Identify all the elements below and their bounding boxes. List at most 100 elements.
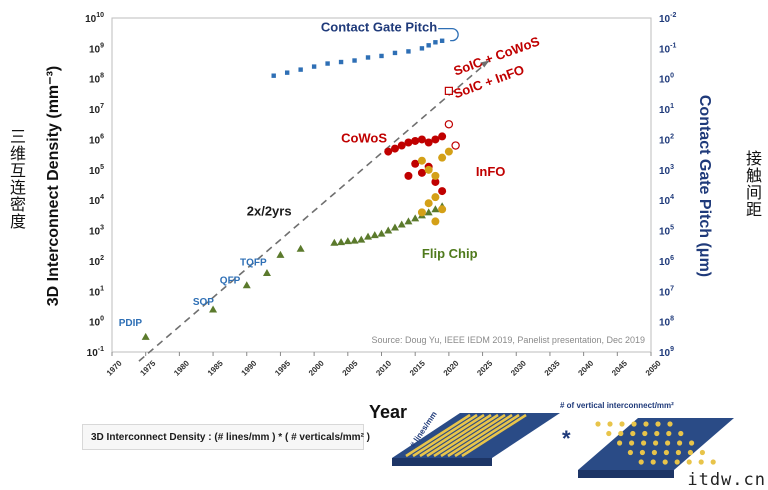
cowos-point [411,159,420,168]
x-tick-label: 2015 [408,358,427,377]
y2-tick-label: 10-1 [659,42,676,55]
cowos-point [431,177,440,186]
cowos-point [397,141,406,150]
contact-gate-pitch-point [426,43,431,48]
pitch-arrow [438,27,459,42]
contact-gate-pitch-point [271,73,276,78]
y-tick-label: 106 [89,133,104,146]
y2-tick-label: 100 [659,73,674,86]
vertical-pad [665,440,671,446]
line-stripe [447,413,513,458]
cowos-point [404,171,413,180]
x-tick-label: 2040 [576,358,595,377]
y2-tick-label: 104 [659,194,674,207]
x-tick-label: 2010 [374,358,393,377]
vertical-pad [663,449,670,456]
line-stripe [405,413,471,458]
info-point [424,165,433,174]
cowos-point [384,147,393,156]
vertical-pad [654,430,660,437]
vertical-pad [619,421,625,427]
flip-chip-point [350,236,359,244]
y-axis-title: 3D Interconnect Density (mm⁻³) [45,66,62,306]
x-tick-label: 1995 [273,358,292,377]
formula-label: 3D Interconnect Density : ( [91,432,218,443]
cowos-point [424,138,433,147]
y2-axis-label-chinese: 接触间距 [743,150,762,218]
flip-chip-point [370,231,379,239]
x-tick-label: 2000 [307,358,326,377]
annotation-label: PDIP [119,318,143,329]
vertical-pad [631,421,637,427]
trend-arrowhead [480,60,490,68]
flip-chip-point [377,229,386,237]
x-tick-label: 1985 [206,358,225,377]
annotation-label: Flip Chip [422,246,478,261]
flip-chip-point [262,269,271,277]
watermark: itdw.cn [687,470,766,490]
annotation-label: 2x/2yrs [247,203,292,218]
line-stripe [412,413,478,458]
vertical-pad [595,421,601,427]
operator-symbol: * [562,426,571,451]
vertical-pad [687,449,694,456]
vertical-pad [699,449,706,456]
info-point [431,193,440,202]
flip-chip-point [337,238,346,246]
flip-chip-point [141,332,150,340]
cowos-point [411,136,420,145]
flip-chip-point [343,237,352,245]
y2-tick-label: 107 [659,285,674,298]
plot-area [111,17,652,353]
verticals-label: # of vertical interconnect/mm² [560,401,674,410]
y2-axis-title: Contact Gate Pitch (μm) [696,95,713,277]
info-point [417,208,426,217]
vertical-pad [629,440,635,446]
vertical-pad [678,430,684,437]
annotation-label: InFO [476,164,506,179]
vertical-pad [686,459,692,465]
verticals-plate-edge [578,470,674,478]
x-tick-label: 2025 [475,358,494,377]
y2-tick-label: 109 [659,346,674,359]
y-tick-label: 109 [89,42,104,55]
y-tick-label: 1010 [85,12,104,25]
vertical-pad [630,430,636,437]
contact-gate-pitch-point [406,49,411,54]
contact-gate-pitch-point [298,67,303,72]
y2-tick-label: 106 [659,255,674,268]
vertical-pad [642,430,648,437]
contact-gate-pitch-point [352,58,357,63]
cowos-point [390,144,399,153]
x-tick-label: 1975 [138,358,157,377]
vertical-pad [662,459,668,465]
vertical-pad [638,459,644,465]
vertical-pad [627,449,634,456]
y2-tick-label: 105 [659,225,674,238]
vertical-pad [666,430,672,437]
contact-gate-pitch-point [338,59,344,65]
flip-chip-point [431,205,440,213]
vertical-pad [667,421,673,427]
vertical-pad [698,459,704,465]
contact-gate-pitch-point [433,40,438,45]
contact-gate-pitch-point [379,53,384,59]
info-point [431,217,440,226]
vertical-pad [653,440,659,446]
info-point [438,205,447,214]
vertical-pad [606,430,612,437]
contact-gate-pitch-point [392,50,398,56]
contact-gate-pitch-point [439,38,445,43]
flip-chip-point [404,217,413,225]
soic-info-point [444,120,454,129]
flip-chip-point [209,305,218,313]
source-note: Source: Doug Yu, IEEE IEDM 2019, Panelis… [372,335,646,345]
flip-chip-point [390,223,399,231]
x-tick-label: 2005 [341,358,360,377]
vertical-pad [641,440,647,446]
annotation-label: TQFP [240,257,267,268]
annotation-label: SOP [193,297,214,308]
vertical-pad [689,440,695,446]
vertical-pad [607,421,613,427]
